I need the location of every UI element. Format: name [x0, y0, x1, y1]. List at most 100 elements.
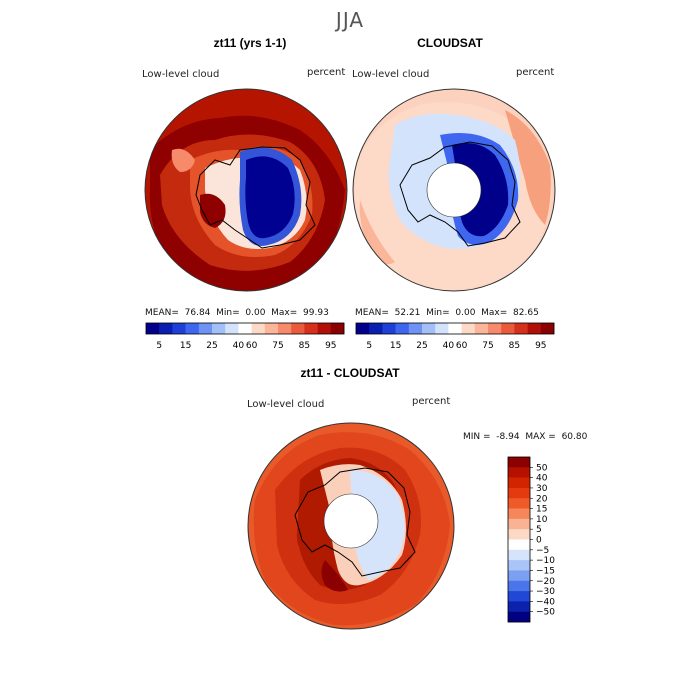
- diff-colorbar-tick-label: 15: [536, 505, 547, 515]
- obs-colorbar: 5 15 25 40 60 75 85 95: [355, 322, 555, 351]
- model-colorbar-swatch: [238, 323, 252, 334]
- model-colorbar-swatch: [212, 323, 226, 334]
- obs-colorbar-swatch: [514, 323, 528, 334]
- obs-colorbar-tick-label: 5: [366, 341, 372, 351]
- obs-units-label: percent: [516, 67, 555, 78]
- model-colorbar-swatch: [225, 323, 239, 334]
- diff-stats: MIN = -8.94 MAX = 60.80: [463, 432, 588, 442]
- model-colorbar-tick-label: 5: [156, 341, 162, 351]
- model-colorbar-swatch: [264, 323, 279, 334]
- model-colorbar-tick-label: 95: [325, 341, 336, 351]
- diff-coastline: [294, 467, 416, 577]
- model-colorbar-tick-label: 15: [180, 341, 191, 351]
- diff-colorbar-tick-label: 40: [536, 474, 548, 484]
- obs-stats: MEAN= 52.21 Min= 0.00 Max= 82.65: [355, 308, 539, 318]
- diff-colorbar-tick-label: 5: [536, 525, 542, 535]
- obs-panel-title: CLOUDSAT: [417, 36, 483, 50]
- diff-colorbar-tick-label: −20: [536, 577, 555, 587]
- obs-polar-hole: [426, 162, 482, 218]
- diff-colorbar-swatch: [508, 467, 530, 478]
- diff-colorbar-swatch: [508, 580, 530, 592]
- diff-colorbar-swatch: [508, 560, 530, 571]
- obs-colorbar-swatch: [356, 323, 370, 334]
- obs-colorbar-swatch: [501, 323, 515, 334]
- model-map-fill: [145, 89, 347, 291]
- diff-colorbar-swatch: [508, 487, 530, 499]
- diff-colorbar-swatch: [508, 570, 530, 582]
- model-colorbar-swatch: [278, 323, 292, 334]
- diff-map-border: [247, 422, 455, 630]
- diff-colorbar-tick-label: −10: [536, 556, 555, 566]
- model-colorbar-frame: [145, 322, 345, 335]
- model-colorbar-swatch: [291, 323, 305, 334]
- diff-colorbar-tick-label: 10: [536, 515, 548, 525]
- obs-colorbar-swatch: [448, 323, 462, 334]
- model-units-label: percent: [307, 67, 346, 78]
- model-colorbar-swatch: [304, 323, 318, 334]
- model-colorbar-swatch: [159, 323, 173, 334]
- model-stats: MEAN= 76.84 Min= 0.00 Max= 99.93: [145, 308, 329, 318]
- obs-colorbar-tick-label: 95: [535, 341, 546, 351]
- obs-colorbar-swatch: [395, 323, 410, 334]
- model-colorbar-tick-label: 75: [272, 341, 283, 351]
- diff-colorbar-swatch: [508, 498, 530, 509]
- diff-colorbar-swatch: [508, 549, 530, 561]
- model-colorbar-swatch: [185, 323, 200, 334]
- diff-polar-hole: [323, 493, 379, 549]
- obs-colorbar-frame: [355, 322, 555, 335]
- model-colorbar-tick-label: 85: [299, 341, 310, 351]
- diff-colorbar-tick-label: −30: [536, 587, 555, 597]
- obs-colorbar-tick-label: 60: [456, 341, 468, 351]
- obs-colorbar-swatch: [408, 323, 423, 334]
- diff-colorbar-tick-label: −50: [536, 608, 555, 618]
- diff-colorbar-tick-label: 0: [536, 536, 542, 546]
- diff-colorbar-swatch: [508, 591, 530, 602]
- diff-colorbar-swatch: [508, 529, 530, 540]
- obs-colorbar-swatch: [422, 323, 436, 334]
- model-colorbar-swatch: [198, 323, 213, 334]
- model-panel-title: zt11 (yrs 1-1): [213, 36, 287, 50]
- model-colorbar-swatch: [330, 323, 345, 334]
- diff-colorbar-tick-label: −5: [536, 546, 549, 556]
- obs-colorbar-swatch: [369, 323, 383, 334]
- model-colorbar-tick-label: 25: [206, 341, 217, 351]
- obs-colorbar-swatch: [527, 323, 542, 334]
- diff-colorbar-tick-label: 20: [536, 494, 548, 504]
- obs-colorbar-tick-label: 75: [482, 341, 493, 351]
- obs-colorbar-swatch: [540, 323, 555, 334]
- obs-colorbar-tick-label: 40: [443, 341, 455, 351]
- obs-map-border: [352, 88, 556, 292]
- diff-colorbar-swatch: [508, 518, 530, 530]
- model-colorbar-swatch: [251, 323, 266, 334]
- model-variable-label: Low-level cloud: [142, 69, 220, 80]
- obs-coastline: [399, 141, 521, 247]
- diff-colorbar-swatch: [508, 508, 530, 520]
- obs-colorbar-swatch: [488, 323, 502, 334]
- model-colorbar-swatch: [172, 323, 186, 334]
- diff-colorbar-swatch: [508, 611, 530, 623]
- model-map-border: [144, 88, 348, 292]
- diff-colorbar-swatch: [508, 539, 530, 551]
- obs-colorbar-swatch: [474, 323, 489, 334]
- diff-variable-label: Low-level cloud: [247, 399, 325, 410]
- model-colorbar-tick-label: 40: [233, 341, 245, 351]
- obs-colorbar-tick-label: 85: [509, 341, 520, 351]
- obs-colorbar-swatch: [382, 323, 396, 334]
- diff-panel-title: zt11 - CLOUDSAT: [300, 366, 400, 380]
- obs-colorbar-swatch: [461, 323, 476, 334]
- obs-variable-label: Low-level cloud: [352, 69, 430, 80]
- season-title: JJA: [335, 8, 365, 32]
- model-colorbar-swatch: [317, 323, 332, 334]
- diff-colorbar-swatch: [508, 457, 530, 468]
- obs-map-fill: [353, 89, 555, 291]
- diff-colorbar-swatch: [508, 601, 530, 612]
- obs-colorbar-swatch: [435, 323, 449, 334]
- model-coastline: [195, 146, 316, 249]
- obs-colorbar-tick-label: 15: [390, 341, 401, 351]
- obs-colorbar-tick-label: 25: [416, 341, 427, 351]
- model-colorbar: 5 15 25 40 60 75 85 95: [145, 322, 345, 351]
- diff-colorbar-tick-label: −40: [536, 597, 555, 607]
- diff-colorbar-tick-label: 30: [536, 484, 548, 494]
- diff-map-fill: [248, 423, 454, 629]
